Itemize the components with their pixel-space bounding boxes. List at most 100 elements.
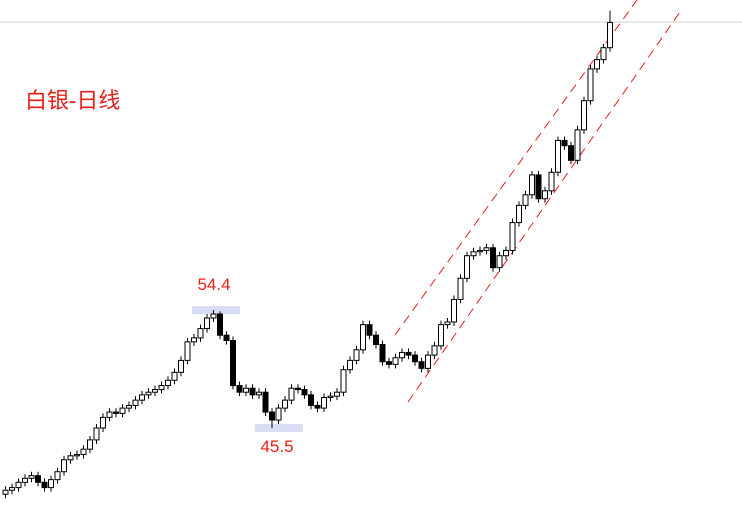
candle-body [594,59,600,70]
candle-body [360,324,366,351]
annotation-label: 45.5 [260,437,293,456]
candle-body [522,194,529,206]
candle-body [100,416,106,429]
candle-body [204,317,210,330]
candle-body [412,354,418,363]
candle-body [61,459,67,473]
candle-body [464,255,470,279]
candle-body [74,453,80,457]
candle-body [503,249,509,257]
candle-body [132,399,139,406]
candle-body [152,389,158,393]
candle-body [542,190,548,200]
candle-body [477,249,483,253]
annotation-label: 54.4 [197,275,230,294]
candle-body [516,204,522,224]
candle-body [373,334,379,346]
candle-body [418,361,425,369]
channel-lower [407,11,681,403]
candle-body [581,100,587,131]
candle-body [347,359,353,371]
candle-body [15,481,22,489]
candle-body [184,341,191,361]
candle-body [256,391,262,396]
candle-body [288,387,295,401]
candle-body [399,351,405,359]
candle-body [171,371,178,381]
candle-body [600,47,607,61]
candle-body [405,351,412,356]
candle-body [178,359,184,373]
candle-body [67,455,74,461]
candle-body [438,324,444,347]
candle-body [9,487,15,491]
candle-body [41,481,48,489]
candle-body [607,22,613,49]
candle-body [334,391,340,397]
candle-body [223,334,230,342]
candle-body [425,354,431,369]
candle-body [561,139,568,147]
candle-body [327,395,334,398]
candle-body [197,328,204,339]
candle-body [158,385,165,391]
chart-title: 白银-日线 [25,88,120,113]
candle-body [295,387,301,391]
candle-body [353,349,360,361]
candle-body [451,298,457,323]
candle-body [113,411,119,414]
candle-body [392,357,399,365]
candle-body [22,477,28,483]
candle-body [301,389,308,396]
candle-body [282,399,288,409]
candle-body [28,475,35,479]
candle-body [535,174,542,200]
candle-body [548,171,555,192]
candle-body [249,387,256,396]
candle-body [529,174,535,196]
candle-body [126,404,132,409]
candle-body [262,391,269,413]
candle-body [139,394,145,401]
candle-body [308,394,314,406]
candle-body [366,324,373,336]
candle-body [431,345,438,356]
candle-body [191,337,197,343]
candle-body [444,321,451,326]
candle-body [230,340,236,387]
highlight-band [255,423,303,432]
candle-body [269,411,275,421]
candle-body [145,391,152,396]
candle-body [555,139,561,173]
channel-upper [394,0,638,336]
candle-body [80,448,87,455]
candle-body [379,344,386,363]
highlight-band [192,306,240,315]
candle-body [54,471,61,481]
candle-body [490,247,496,269]
candle-body [165,379,171,387]
candle-body [217,313,223,336]
candle-body [87,439,93,450]
candle-body [119,407,126,414]
candle-body [386,361,392,365]
candle-body [321,397,327,409]
candle-body [568,145,574,161]
candle-body [48,479,54,489]
candle-body [483,247,490,251]
candle-body [35,475,41,483]
candle-body [243,387,249,393]
candle-body [470,251,477,257]
candle-body [106,411,113,418]
candle-body [236,385,243,393]
candle-body [574,129,581,161]
candle-body [275,407,282,421]
candle-body [457,277,464,300]
candle-body [509,222,516,251]
candle-body [2,489,9,495]
candle-body [587,68,594,102]
candle-body [93,427,100,441]
candle-body [340,369,347,393]
